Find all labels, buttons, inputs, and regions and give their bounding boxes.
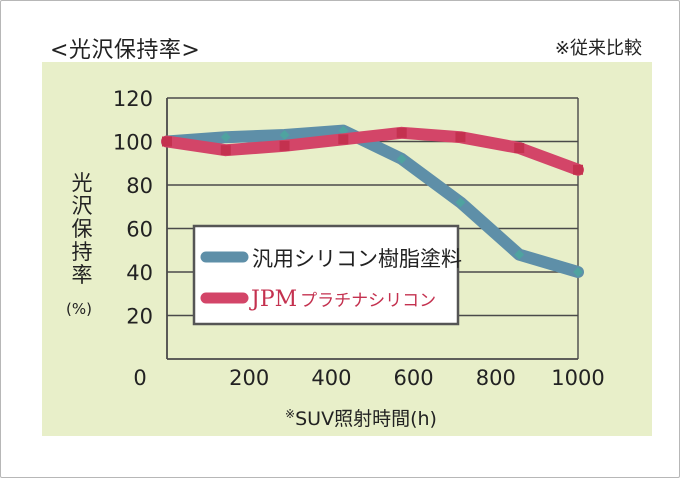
series-line-jpm xyxy=(161,126,584,176)
series-layer xyxy=(161,124,584,278)
point-generic xyxy=(279,130,290,140)
point-jpm xyxy=(220,145,231,156)
y-tick-label: 20 xyxy=(126,305,153,329)
point-jpm xyxy=(162,136,172,147)
y-tick-labels: 120 100 80 60 40 20 xyxy=(113,87,153,329)
x-tick-label: 0 xyxy=(133,366,146,390)
legend-label-jpm: JPM プラチナシリコン xyxy=(249,287,436,312)
point-jpm xyxy=(396,127,407,138)
y-tick-label: 60 xyxy=(126,218,153,242)
point-jpm xyxy=(573,164,583,175)
legend-product: プラチナシリコン xyxy=(300,291,436,311)
point-jpm xyxy=(279,140,290,151)
y-tick-label: 120 xyxy=(113,87,153,111)
x-tick-labels: 0 200 400 600 800 1000 xyxy=(133,366,604,390)
y-tick-label: 100 xyxy=(113,131,153,155)
y-axis-label: 光沢保持率 xyxy=(72,171,93,287)
point-jpm xyxy=(514,143,525,154)
comparison-note: ※従来比較 xyxy=(554,38,642,59)
x-tick-label: 600 xyxy=(394,366,434,390)
point-generic xyxy=(455,197,466,208)
series-line-generic xyxy=(161,124,584,278)
legend: 汎用シリコン樹脂塗料 JPM プラチナシリコン xyxy=(192,224,462,326)
x-tick-label: 1000 xyxy=(551,366,604,390)
x-tick-label: 200 xyxy=(229,366,269,390)
y-tick-label: 80 xyxy=(126,174,153,198)
x-axis-label-group: ※SUV照射時間(h) xyxy=(285,407,437,430)
point-jpm xyxy=(455,132,466,143)
legend-label-generic: 汎用シリコン樹脂塗料 xyxy=(252,247,462,271)
x-tick-label: 800 xyxy=(476,366,516,390)
y-tick-label: 40 xyxy=(126,261,153,285)
x-axis-label: SUV照射時間(h) xyxy=(295,408,437,430)
point-generic xyxy=(573,267,583,277)
legend-brand: JPM xyxy=(249,287,297,312)
point-generic xyxy=(514,249,525,260)
x-axis-prefix: ※ xyxy=(285,407,295,421)
x-tick-label: 400 xyxy=(311,366,351,390)
legend-box xyxy=(192,224,460,326)
point-jpm xyxy=(338,134,349,145)
point-generic xyxy=(396,153,407,164)
page-title: <光沢保持率> xyxy=(50,38,201,63)
point-generic xyxy=(220,132,231,143)
y-axis-unit: (%) xyxy=(66,300,92,318)
